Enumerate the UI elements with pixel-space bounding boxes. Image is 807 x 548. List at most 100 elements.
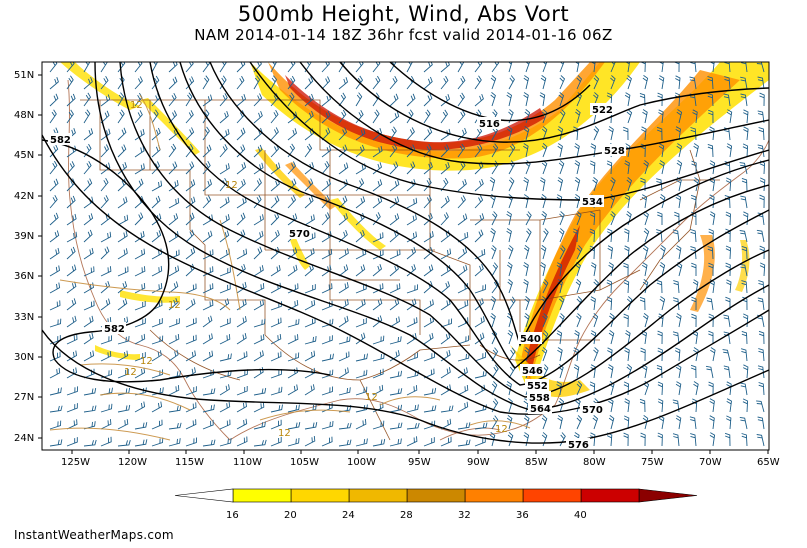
- wind-barb: [338, 282, 349, 294]
- wind-barb: [574, 160, 581, 175]
- wind-barb: [168, 92, 177, 107]
- wind-barb: [610, 75, 616, 90]
- wind-barb: [270, 404, 283, 413]
- wind-barb: [739, 416, 748, 430]
- wind-barb: [623, 432, 629, 447]
- wind-barb: [756, 62, 765, 73]
- wind-barb: [657, 330, 663, 345]
- wind-barb: [440, 281, 451, 294]
- wind-barb: [541, 347, 548, 362]
- wind-barb: [151, 75, 160, 90]
- wind-barb: [474, 284, 486, 294]
- wind-barb: [541, 211, 547, 226]
- lat-label: 51N: [14, 70, 34, 81]
- wind-barb: [557, 415, 563, 430]
- wind-barb: [474, 213, 485, 226]
- wind-barb: [321, 353, 334, 362]
- wind-barb: [355, 144, 365, 158]
- wind-barb: [540, 75, 547, 90]
- contour-label-528: 528: [604, 146, 625, 157]
- wind-barb: [168, 333, 180, 345]
- wind-barb: [389, 298, 400, 311]
- wind-barb: [185, 350, 196, 362]
- wind-barb: [423, 109, 431, 124]
- wind-barb: [219, 401, 231, 413]
- wind-barb: [559, 109, 566, 124]
- wind-barb: [202, 283, 214, 294]
- wind-barb: [389, 438, 402, 447]
- wind-barb: [707, 93, 714, 107]
- wind-barb: [575, 109, 581, 124]
- wind-barb: [690, 229, 697, 243]
- wind-barb: [100, 351, 112, 362]
- wind-barb: [757, 297, 765, 311]
- wind-barb: [49, 109, 57, 124]
- wind-barb: [287, 143, 296, 158]
- wind-barb: [185, 317, 197, 328]
- contour-label-570a: 570: [289, 229, 310, 240]
- wind-barb: [134, 62, 143, 73]
- wind-barb: [117, 404, 131, 413]
- wind-barb: [236, 263, 246, 277]
- wind-barb: [49, 247, 60, 260]
- contour-546: [179, 62, 769, 369]
- wind-barb: [507, 245, 514, 260]
- wind-barb: [541, 415, 548, 430]
- wind-barb: [557, 177, 564, 192]
- wind-barb: [593, 126, 600, 141]
- wind-barb: [202, 300, 214, 311]
- wind-barb: [321, 76, 331, 90]
- wind-barb: [185, 419, 197, 430]
- wind-barb: [758, 382, 765, 396]
- wind-barb: [607, 245, 613, 260]
- wind-barb: [707, 76, 714, 90]
- wind-barb: [236, 212, 246, 226]
- wind-barb: [642, 245, 649, 260]
- wind-barb: [389, 111, 400, 124]
- wind-barb: [756, 434, 765, 447]
- wind-barb: [168, 197, 180, 209]
- wind-barb: [304, 384, 315, 396]
- vort-label: 12: [278, 428, 291, 439]
- wind-barb: [506, 415, 513, 430]
- wind-barb: [524, 245, 530, 260]
- wind-barb: [202, 144, 212, 158]
- wind-barbs: [49, 62, 766, 447]
- contour-labels: 516 522 528 534 540 546 552 558 564 570 …: [48, 103, 626, 450]
- wind-barb: [287, 384, 298, 396]
- wind-barb: [758, 348, 765, 362]
- wind-barb: [185, 127, 195, 141]
- legend-swatch: [290, 488, 350, 503]
- wind-barb: [740, 93, 748, 107]
- wind-barb: [758, 127, 765, 141]
- vort-label: 12: [130, 100, 143, 111]
- wind-barb: [657, 398, 664, 413]
- wind-barb: [593, 279, 599, 294]
- wind-barb: [741, 280, 748, 294]
- wind-barb: [573, 364, 580, 379]
- wind-barb: [321, 248, 333, 260]
- wind-barb: [168, 161, 178, 175]
- wind-barb: [641, 126, 647, 141]
- contour-522: [339, 62, 769, 143]
- wind-barb: [66, 298, 77, 311]
- wind-barb: [491, 262, 499, 277]
- wind-barb: [457, 367, 468, 379]
- contour-label-570b: 570: [582, 405, 603, 416]
- wind-barb: [626, 177, 633, 192]
- contour-534: [249, 62, 769, 201]
- wind-barb: [542, 228, 549, 243]
- wind-barb: [743, 109, 749, 124]
- wind-barb: [440, 109, 449, 124]
- wind-barb: [724, 432, 731, 447]
- wind-barb: [151, 401, 163, 413]
- wind-barb: [185, 283, 197, 294]
- lat-label: 48N: [14, 110, 34, 121]
- wind-barb: [558, 160, 565, 175]
- wind-barb: [355, 298, 366, 311]
- wind-barb: [624, 398, 630, 413]
- wind-barb: [66, 195, 76, 209]
- wind-barb: [457, 439, 471, 447]
- wind-barb: [758, 280, 765, 294]
